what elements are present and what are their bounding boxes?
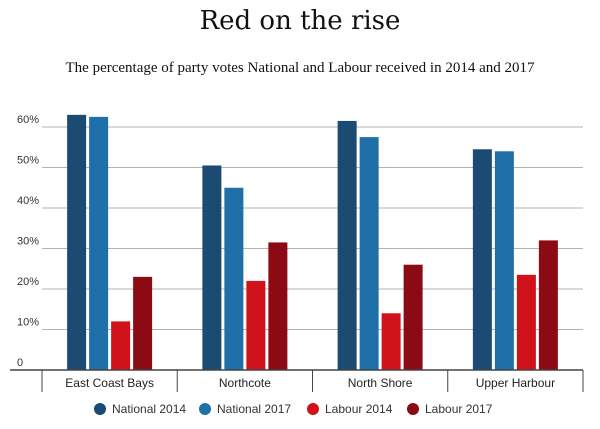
- bar: [403, 264, 423, 370]
- bar: [224, 187, 244, 370]
- legend-label: National 2017: [217, 402, 291, 416]
- bar: [494, 151, 514, 370]
- y-tick-label: 60%: [17, 114, 39, 126]
- x-category-label: Upper Harbour: [476, 376, 555, 390]
- bar: [246, 280, 266, 370]
- legend-label: Labour 2014: [325, 402, 393, 416]
- y-axis-ticks: 0 10% 20% 30% 40% 50% 60%: [17, 114, 39, 369]
- bar: [472, 149, 492, 370]
- x-axis: East Coast Bays Northcote North Shore Upper…: [10, 369, 584, 392]
- bar: [89, 116, 109, 370]
- bar: [133, 276, 153, 370]
- bar: [111, 321, 131, 370]
- bar: [337, 120, 357, 370]
- legend-label: Labour 2017: [425, 402, 493, 416]
- y-tick-label: 0: [17, 357, 23, 369]
- legend: National 2014 National 2017 Labour 2014 Lab…: [94, 402, 493, 416]
- bar: [538, 240, 558, 370]
- legend-swatch: [407, 403, 419, 415]
- bar: [202, 165, 222, 370]
- bar: [381, 313, 401, 370]
- y-tick-label: 10%: [17, 317, 39, 329]
- bar: [516, 274, 536, 370]
- bar: [359, 137, 379, 370]
- legend-swatch: [307, 403, 319, 415]
- x-category-label: North Shore: [348, 376, 413, 390]
- y-tick-label: 40%: [17, 195, 39, 207]
- y-tick-label: 30%: [17, 236, 39, 248]
- legend-label: National 2014: [112, 402, 186, 416]
- y-tick-label: 50%: [17, 155, 39, 167]
- bars: [67, 114, 558, 370]
- bar: [268, 242, 288, 370]
- x-category-label: East Coast Bays: [65, 376, 154, 390]
- chart-title: Red on the rise: [199, 6, 401, 36]
- y-tick-label: 20%: [17, 276, 39, 288]
- chart-subtitle: The percentage of party votes National a…: [65, 60, 535, 76]
- x-category-label: Northcote: [219, 376, 271, 390]
- legend-swatch: [94, 403, 106, 415]
- bar: [67, 114, 87, 370]
- grid-lines: [42, 126, 583, 330]
- legend-swatch: [199, 403, 211, 415]
